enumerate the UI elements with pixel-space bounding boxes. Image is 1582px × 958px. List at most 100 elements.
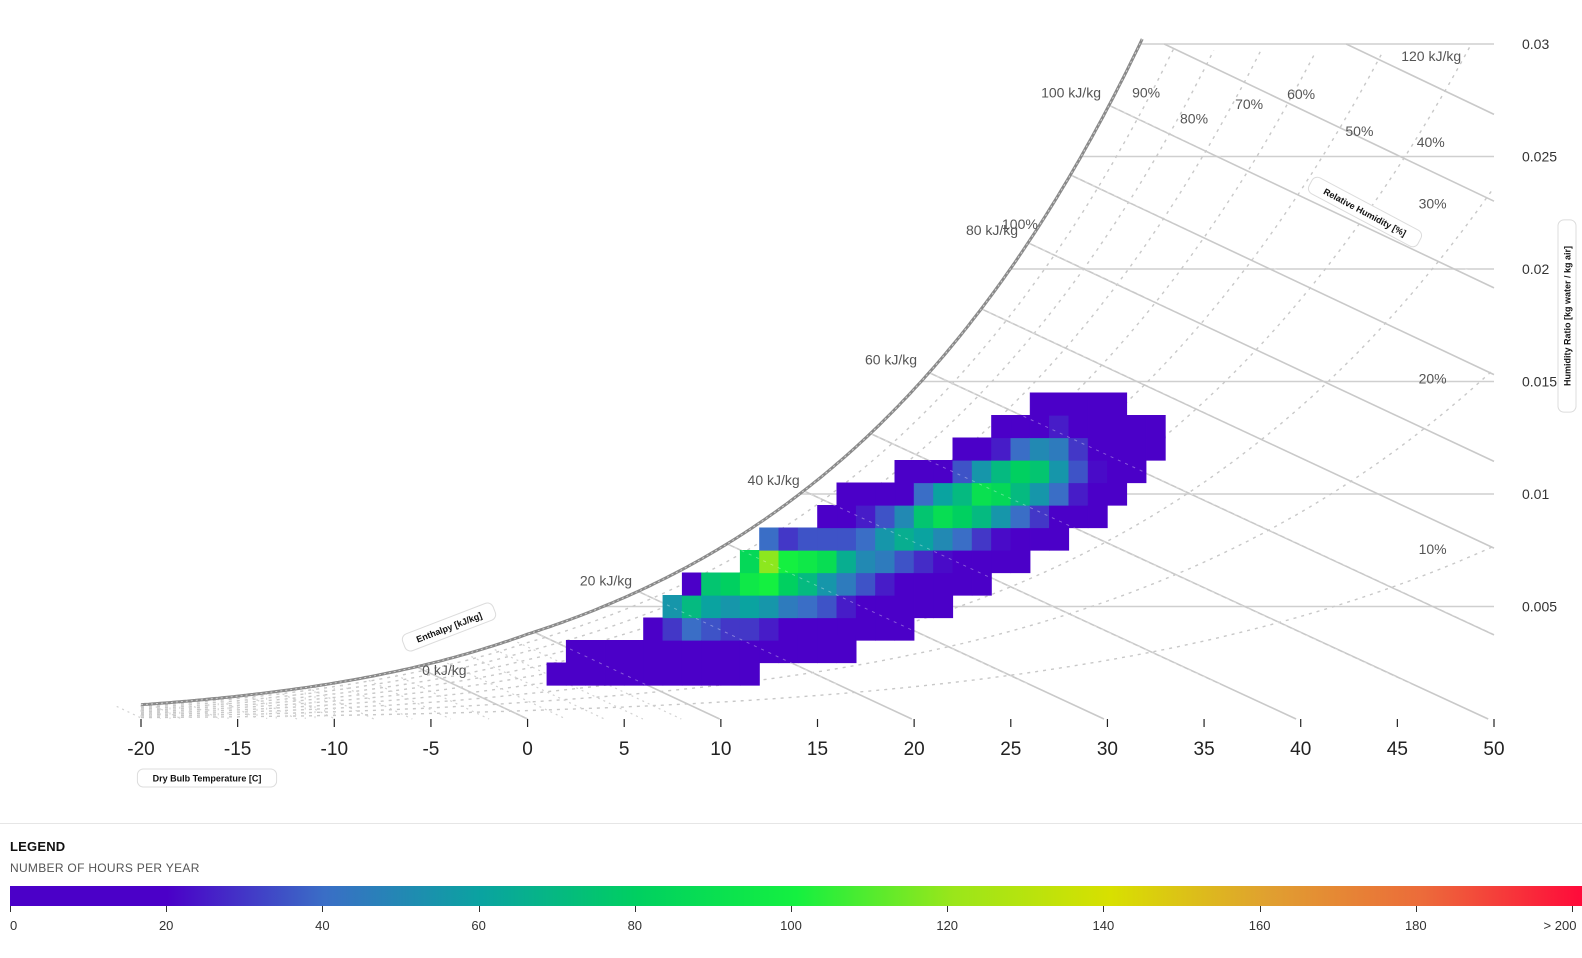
legend-tick — [478, 906, 480, 912]
y-axis-label-text: Humidity Ratio [kg water / kg air] — [1563, 246, 1573, 386]
heatmap-cell — [855, 572, 876, 596]
heatmap-cell — [797, 550, 818, 574]
x-tick-label: 50 — [1483, 739, 1504, 760]
heatmap-cell — [1029, 392, 1050, 416]
heatmap-cell — [720, 662, 741, 686]
heatmap-cell — [817, 505, 838, 529]
enthalpy-label: 20 kJ/kg — [580, 572, 632, 588]
rh-label: 70% — [1235, 96, 1263, 112]
heatmap-cell — [1145, 437, 1166, 461]
heatmap-cell — [1049, 415, 1070, 439]
heatmap-cell — [662, 617, 683, 641]
legend-tick-label: 80 — [627, 918, 643, 933]
rh-label: 40% — [1417, 134, 1445, 150]
heatmap-cell — [971, 572, 992, 596]
heatmap-cell — [875, 482, 896, 506]
heatmap-cell — [623, 640, 644, 664]
relative-humidity-axis-label: Relative Humidity [%] — [1307, 176, 1423, 248]
heatmap-cell — [778, 527, 799, 551]
heatmap-cell — [1087, 392, 1108, 416]
heatmap-cell — [817, 527, 838, 551]
legend-separator — [0, 823, 1582, 824]
y-tick-label: 0.015 — [1522, 374, 1557, 390]
heatmap-cell — [952, 460, 973, 484]
heatmap-cell — [1010, 505, 1031, 529]
heatmap-cell — [1010, 460, 1031, 484]
heatmap-cell — [662, 662, 683, 686]
heatmap-cell — [913, 572, 934, 596]
heatmap-cell — [662, 640, 683, 664]
heatmap-cell — [1010, 437, 1031, 461]
heatmap-cell — [681, 617, 702, 641]
enthalpy-axis-label: Enthalpy [kJ/kg] — [401, 602, 497, 652]
heatmap-cell — [739, 662, 760, 686]
x-tick-label: 45 — [1387, 739, 1408, 760]
heatmap-cell — [894, 617, 915, 641]
legend-tick — [10, 906, 11, 912]
heatmap-cell — [720, 572, 741, 596]
enthalpy-minor-line — [335, 682, 413, 720]
heatmap-cell — [836, 595, 857, 619]
heatmap-cell — [720, 617, 741, 641]
x-tick-label: 30 — [1097, 739, 1118, 760]
heatmap-cell — [681, 572, 702, 596]
heatmap-cell — [739, 640, 760, 664]
x-tick-label: -5 — [422, 739, 439, 760]
rh-line-10 — [140, 545, 1495, 719]
legend-tick — [1415, 906, 1417, 912]
heatmap-cell — [1049, 482, 1070, 506]
heatmap-cell — [1087, 460, 1108, 484]
legend-tick — [1103, 906, 1105, 912]
heatmap-overlay-line — [803, 490, 1223, 686]
x-axis-label-box — [136, 768, 278, 788]
heatmap-cell — [913, 460, 934, 484]
heatmap-cell — [1029, 460, 1050, 484]
heatmap-cell — [933, 595, 954, 619]
saturation-curve — [140, 38, 1144, 707]
heatmap-cell — [855, 505, 876, 529]
saturation-curve-highlight — [140, 38, 1143, 706]
heatmap-cell — [701, 572, 722, 596]
heatmap-cell — [1010, 415, 1031, 439]
heatmap-cell — [913, 505, 934, 529]
heatmap-cell — [971, 550, 992, 574]
heatmap-cell — [1107, 460, 1128, 484]
x-tick-label: 10 — [710, 739, 731, 760]
heatmap-cell — [991, 437, 1012, 461]
heatmap-cell — [623, 662, 644, 686]
enthalpy-label: 100 kJ/kg — [1041, 84, 1101, 100]
enthalpy-minor-line — [182, 700, 221, 720]
x-tick-label: 5 — [619, 739, 630, 760]
heatmap-cell — [643, 617, 664, 641]
enthalpy-label: 60 kJ/kg — [865, 352, 917, 368]
enthalpy-minor-line — [363, 677, 451, 720]
heatmap-cell — [991, 415, 1012, 439]
legend-color-scale — [10, 886, 1582, 906]
legend-tick — [1572, 906, 1573, 912]
heatmap-cell — [1049, 505, 1070, 529]
heatmap-cell — [817, 595, 838, 619]
x-tick-label: 35 — [1194, 739, 1215, 760]
legend-tick-label: 140 — [1092, 918, 1115, 933]
heatmap-cell — [1145, 415, 1166, 439]
heatmap-cell — [739, 595, 760, 619]
heatmap-cell — [952, 527, 973, 551]
heatmap-cell — [739, 550, 760, 574]
heatmap-overlay-line — [981, 308, 1494, 686]
x-tick-label: 15 — [807, 739, 828, 760]
heatmap-cell — [701, 662, 722, 686]
heatmap-cell — [1049, 460, 1070, 484]
heatmap-cell — [1068, 437, 1089, 461]
heatmap-cell — [720, 595, 741, 619]
heatmap-cell — [720, 640, 741, 664]
heatmap-cells — [533, 104, 1494, 686]
heatmap-cell — [875, 595, 896, 619]
legend-tick-label: 40 — [315, 918, 330, 933]
saturation-curve-group — [140, 38, 1144, 707]
legend-tick-label: 60 — [471, 918, 486, 933]
rh-line-50 — [140, 51, 1384, 713]
heatmap-cell — [1068, 482, 1089, 506]
heatmap-cell — [1029, 482, 1050, 506]
heatmap-cell — [952, 550, 973, 574]
rh-label: 50% — [1345, 123, 1373, 139]
